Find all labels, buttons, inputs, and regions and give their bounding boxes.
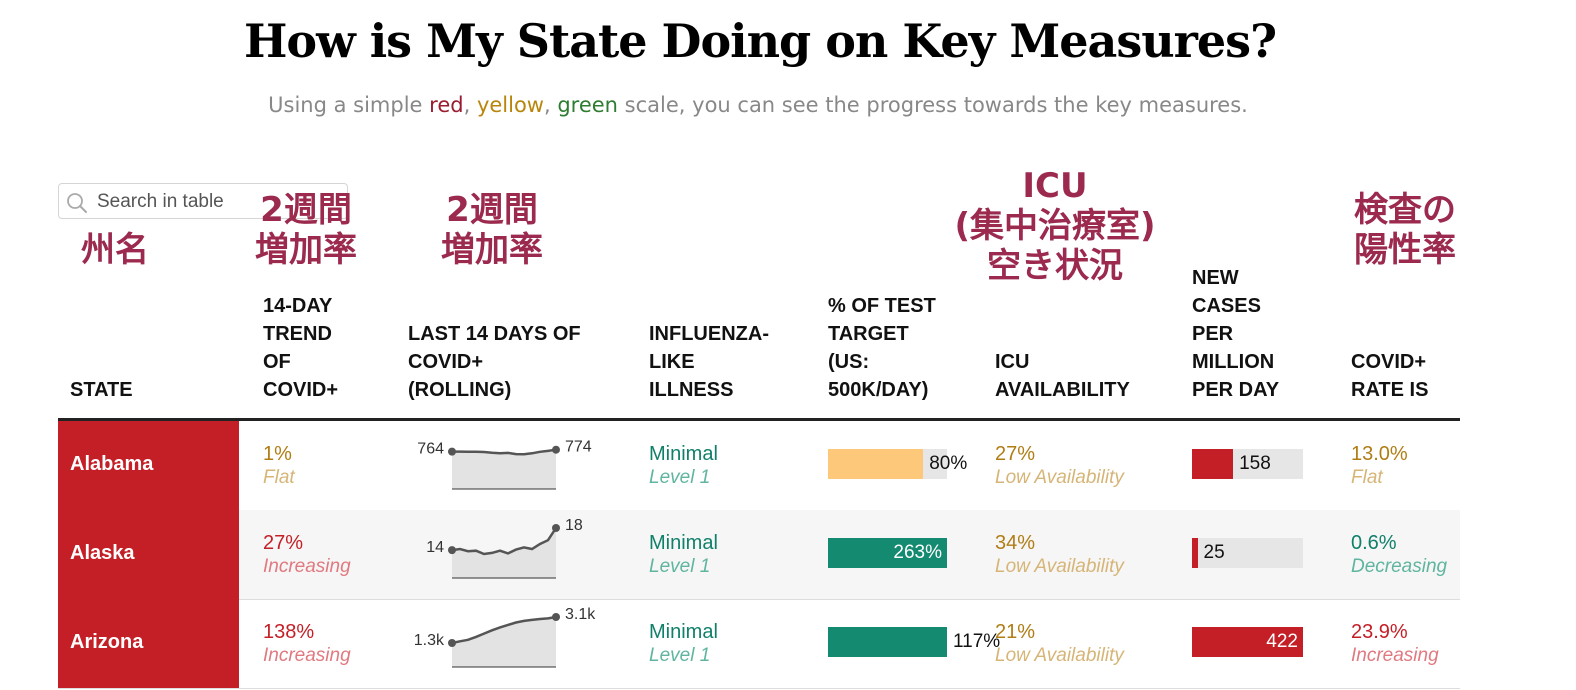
subtitle-prefix: Using a simple [268,93,430,117]
subtitle-yellow-word: yellow [476,93,544,117]
annotation-positivity: 検査の 陽性率 [1354,190,1456,270]
rate-value: 0.6% [1351,532,1397,554]
sparkline-line [451,615,557,645]
sparkline-start-point [448,447,456,456]
rate-label: Increasing [1351,645,1439,666]
new-cases-label: 25 [1203,542,1225,563]
test-target-fill [828,627,947,657]
sparkline-start-label: 1.3k [414,632,445,649]
icu-label: Low Availability [995,556,1124,577]
new-cases-fill [1192,538,1198,568]
subtitle-sep: , [543,93,558,117]
header-divider [58,418,1460,421]
trend-label: Increasing [263,556,351,577]
new-cases-bar: 422 [1192,627,1303,657]
ili-value: Minimal [649,443,718,465]
trend-value: 27% [263,532,304,554]
sparkline-end-label: 774 [565,439,592,456]
subtitle-sep: , [463,93,477,117]
search-icon [66,192,88,219]
column-header-rate[interactable]: COVID+ RATE IS [1351,351,1429,401]
sparkline-start-label: 764 [417,441,444,458]
column-header-icu[interactable]: ICU AVAILABILITY [995,351,1130,401]
page-subtitle: Using a simple red, yellow, green scale,… [0,93,1516,117]
test-target-label: 263% [893,542,942,563]
column-header-new-cases[interactable]: NEW CASES PER MILLION PER DAY [1192,267,1280,401]
new-cases-label: 422 [1266,631,1298,652]
rate-value: 13.0% [1351,443,1408,465]
trend-label: Increasing [263,645,351,666]
annotation-state: 州名 [81,230,149,270]
state-cell: Arizona [58,599,239,688]
sparkline-start-point [448,639,456,647]
ili-level: Level 1 [649,556,711,577]
ili-value: Minimal [649,532,718,554]
column-header-state[interactable]: STATE [70,379,133,401]
sparkline-end-label: 3.1k [565,607,596,623]
sparkline-end-point [552,524,560,532]
sparkline-area [452,617,556,667]
page-title: How is My State Doing on Key Measures? [243,14,1277,68]
rate-value: 23.9% [1351,621,1408,643]
ili-level: Level 1 [649,467,711,488]
icu-label: Low Availability [995,467,1124,488]
table-row[interactable]: Arizona 138% Increasing 1.3k 3.1k Minimal… [58,599,1460,689]
search-input[interactable] [95,188,339,216]
column-header-trend[interactable]: 14-DAY TREND OF COVID+ [263,295,339,401]
rate-label: Decreasing [1351,556,1448,577]
test-target-bar: 263% [828,538,947,568]
table-search[interactable] [58,183,348,219]
test-target-label: 117% [953,631,1001,652]
state-name[interactable]: Arizona [70,631,144,653]
subtitle-suffix: scale, you can see the progress towards … [618,93,1248,117]
icu-value: 27% [995,443,1036,465]
sparkline: 1.3k 3.1k [414,607,596,668]
trend-label: Flat [263,467,295,488]
sparkline-line [452,448,557,456]
new-cases-fill [1192,627,1303,657]
test-target-bar: 117% [828,627,1000,657]
annotation-last14: 2週間 増加率 [441,190,543,270]
test-target-bar: 80% [828,449,967,479]
new-cases-label: 158 [1239,453,1271,474]
test-target-fill [828,538,947,568]
column-header-last14[interactable]: LAST 14 DAYS OF COVID+ (ROLLING) [408,323,581,401]
new-cases-bar: 25 [1192,538,1303,568]
sparkline-line [451,527,558,556]
new-cases-fill [1192,449,1234,479]
sparkline-start-label: 14 [426,539,444,556]
state-name[interactable]: Alabama [70,453,154,475]
icu-label: Low Availability [995,645,1124,666]
sparkline-start-point [448,546,456,555]
annotation-icu: ICU (集中治療室) 空き状況 [954,166,1156,286]
table-row[interactable]: Alabama 1% Flat 764 774 Minimal Level 1 8… [58,421,1460,511]
rate-label: Flat [1351,467,1383,488]
icu-value: 21% [995,621,1036,643]
ili-level: Level 1 [649,645,711,666]
sparkline-end-point [552,613,560,621]
table-row[interactable]: Alaska 27% Increasing 14 18 Minimal Level… [58,510,1460,600]
sparkline-end-label: 18 [565,518,583,534]
ili-value: Minimal [649,621,718,643]
state-name[interactable]: Alaska [70,542,135,564]
column-header-test-target[interactable]: % OF TEST TARGET (US: 500K/DAY) [828,295,936,401]
subtitle-green-word: green [557,93,618,117]
sparkline: 14 18 [426,518,583,579]
state-cell: Alabama [58,421,239,510]
state-cell: Alaska [58,510,239,599]
test-target-label: 80% [929,453,968,474]
test-target-fill [828,449,924,479]
sparkline: 764 774 [417,439,592,490]
column-header-ili[interactable]: INFLUENZA- LIKE ILLNESS [649,323,769,401]
trend-value: 138% [263,621,315,643]
trend-value: 1% [263,443,292,465]
icu-value: 34% [995,532,1036,554]
sparkline-area [452,449,556,489]
new-cases-bar: 158 [1192,449,1303,479]
annotation-trend: 2週間 増加率 [255,190,357,270]
subtitle-red-word: red [429,93,464,117]
sparkline-end-point [552,445,560,454]
